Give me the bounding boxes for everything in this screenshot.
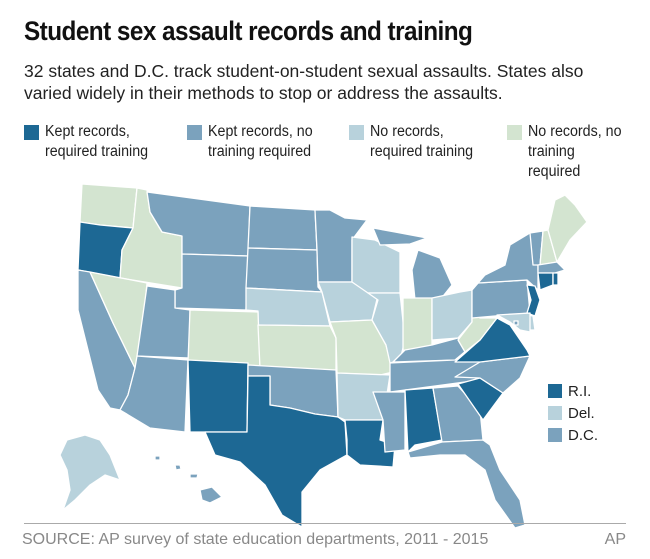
legend-item-no-records-no-training: No records, no training required [507,122,636,182]
page-title: Student sex assault records and training [24,16,473,46]
source-note: SOURCE: AP survey of state education dep… [22,531,489,548]
legend-item-kept-no-training: Kept records, no training required [186,122,342,182]
small-state-label: Del. [568,404,595,422]
state-sd [245,247,323,293]
state-mi [411,249,453,301]
small-states-key: R.I. Del. D.C. [548,380,598,446]
state-hi [189,473,199,479]
state-ny [471,232,539,291]
state-az [119,355,189,433]
legend-label: No records, required training [370,123,474,160]
state-hi [154,455,161,461]
subtitle: 32 states and D.C. track student-on-stud… [24,61,584,103]
state-ri [552,272,559,286]
small-state-label: D.C. [568,426,598,444]
state-nd [247,205,318,251]
state-hi [199,486,223,504]
small-state-swatch [548,428,562,442]
state-pa [471,279,531,319]
legend-label: Kept records, no training required [207,123,313,160]
state-ak [59,434,121,511]
state-wi [351,236,401,294]
state-co [187,309,261,367]
legend-item-kept-training: Kept records, required training [24,122,179,182]
state-ma [537,261,566,274]
state-dc [513,320,519,326]
legend: Kept records, required training Kept rec… [24,122,644,182]
legend-item-no-records-training: No records, required training [349,122,499,182]
state-wa [79,183,138,229]
legend-swatch [349,125,365,140]
state-la [344,419,396,468]
state-ks [257,324,337,373]
state-al [404,387,443,453]
state-mi [372,227,428,246]
small-state-ri: R.I. [548,380,598,402]
state-nm [187,359,249,433]
state-wv [457,309,498,353]
small-state-swatch [548,406,562,420]
legend-label: Kept records, required training [45,123,149,160]
state-nj [526,284,541,317]
legend-label: No records, no training required [528,123,622,180]
divider [24,523,626,524]
credit: AP [604,531,626,548]
state-in [402,297,433,353]
legend-swatch [24,125,39,140]
legend-swatch [186,125,202,140]
state-tx [204,375,348,528]
small-state-dc: D.C. [548,424,598,446]
state-ct [537,272,554,291]
state-fl [407,439,526,529]
legend-swatch [507,125,523,140]
state-wy [174,253,249,311]
state-hi [174,464,182,471]
small-state-label: R.I. [568,382,592,400]
state-me [547,194,588,263]
small-state-del: Del. [548,402,598,424]
small-state-swatch [548,384,562,398]
state-ms [372,391,406,453]
